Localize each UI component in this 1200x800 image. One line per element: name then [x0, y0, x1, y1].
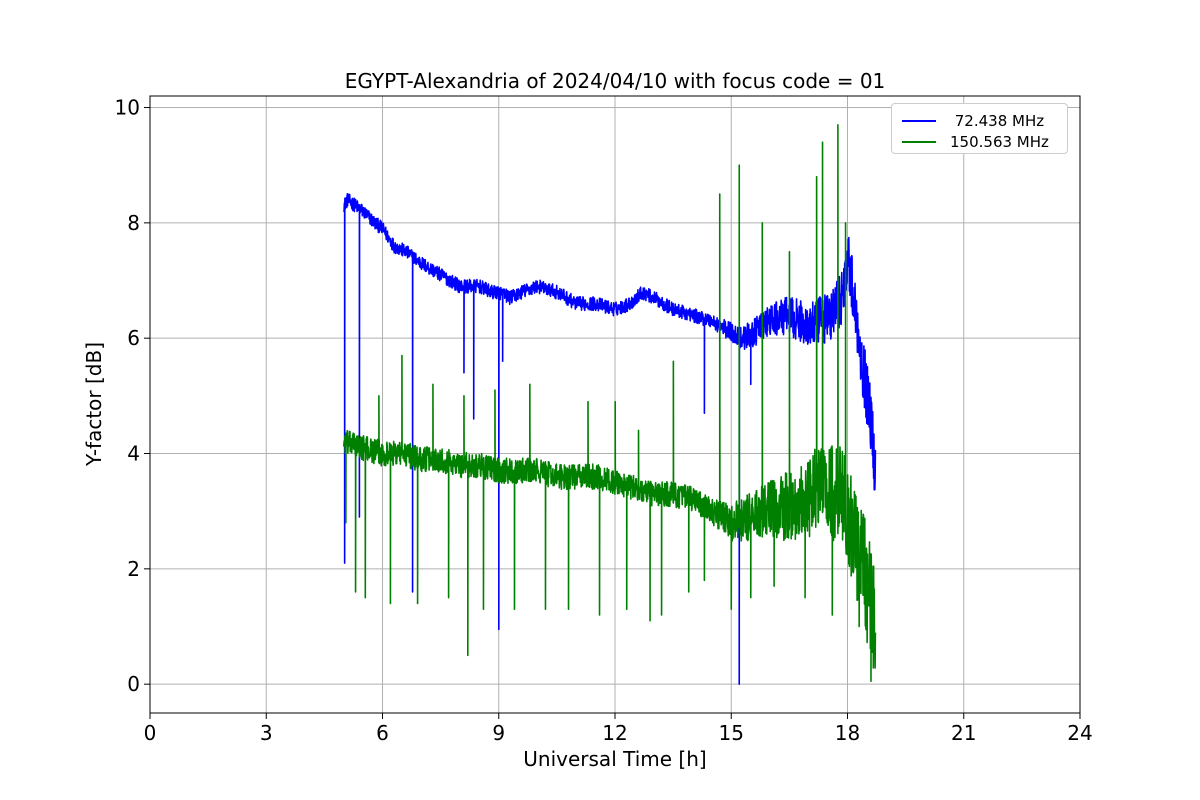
series-line-1 — [342, 124, 877, 683]
y-tick-label: 2 — [127, 557, 140, 581]
x-tick-label: 21 — [951, 721, 976, 745]
legend-item-150mhz: 150.563 MHz — [902, 132, 1049, 152]
series-line-0 — [343, 193, 877, 685]
legend-item-72mhz: 72.438 MHz — [902, 111, 1044, 131]
legend-label-72mhz: 72.438 MHz — [950, 112, 1045, 130]
x-axis-label: Universal Time [h] — [523, 747, 706, 771]
x-tick-label: 18 — [835, 721, 860, 745]
y-tick-label: 8 — [127, 211, 140, 235]
x-tick-label: 3 — [260, 721, 273, 745]
legend-swatch-green — [902, 141, 936, 143]
series-layer — [342, 124, 877, 685]
chart-title: EGYPT-Alexandria of 2024/04/10 with focu… — [345, 69, 886, 93]
x-tick-label: 6 — [376, 721, 389, 745]
x-tick-label: 0 — [144, 721, 157, 745]
legend-swatch-blue — [902, 120, 936, 122]
y-tick-label: 0 — [127, 672, 140, 696]
x-tick-label: 15 — [719, 721, 744, 745]
legend-label-150mhz: 150.563 MHz — [950, 133, 1049, 151]
y-tick-label: 4 — [127, 442, 140, 466]
y-tick-label: 10 — [115, 96, 140, 120]
x-tick-label: 24 — [1067, 721, 1092, 745]
x-tick-label: 9 — [492, 721, 505, 745]
x-tick-label: 12 — [602, 721, 627, 745]
y-tick-label: 6 — [127, 326, 140, 350]
legend: 72.438 MHz 150.563 MHz — [891, 103, 1068, 154]
y-axis-label: Y-factor [dB] — [82, 342, 106, 467]
